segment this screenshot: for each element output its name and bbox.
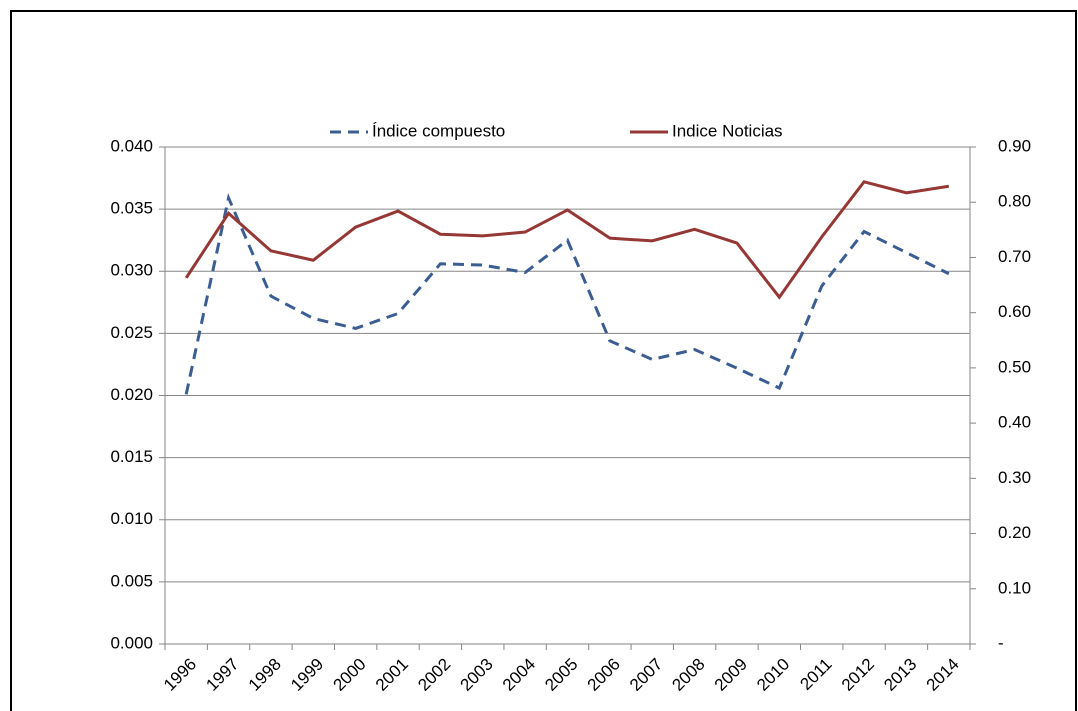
y2-tick-label: -: [998, 633, 1004, 652]
legend-label: Índice compuesto: [372, 121, 505, 140]
y-tick-label: 0.040: [110, 136, 153, 155]
x-tick-label: 1999: [287, 655, 327, 695]
x-tick-label: 1997: [202, 655, 242, 695]
x-tick-label: 2011: [796, 655, 835, 694]
y2-tick-label: 0.50: [998, 357, 1031, 376]
x-tick-label: 1996: [160, 655, 200, 695]
y2-tick-label: 0.80: [998, 192, 1031, 211]
series-line: [184, 180, 950, 300]
x-tick-label: 2001: [372, 655, 412, 695]
x-tick-label: 2014: [923, 655, 963, 695]
y2-tick-label: 0.30: [998, 468, 1031, 487]
legend-label: Indice Noticias: [672, 121, 783, 140]
x-tick-label: 2013: [880, 655, 920, 695]
y-tick-label: 0.025: [110, 323, 153, 342]
y-tick-label: 0.005: [110, 571, 153, 590]
x-tick-label: 2007: [626, 655, 666, 695]
x-tick-label: 2010: [753, 655, 793, 695]
x-tick-label: 1998: [245, 655, 285, 695]
x-tick-label: 2000: [329, 655, 369, 695]
chart-frame: [10, 10, 1077, 711]
y2-tick-label: 0.40: [998, 413, 1031, 432]
x-tick-label: 2009: [711, 655, 751, 695]
x-tick-label: 2002: [414, 655, 454, 695]
y2-tick-label: 0.70: [998, 247, 1031, 266]
y-tick-label: 0.030: [110, 261, 153, 280]
y-tick-label: 0.015: [110, 447, 153, 466]
y2-tick-label: 0.20: [998, 523, 1031, 542]
x-tick-label: 2008: [668, 655, 708, 695]
x-tick-label: 2004: [499, 655, 539, 695]
y-tick-label: 0.020: [110, 385, 153, 404]
y-tick-label: 0.000: [110, 633, 153, 652]
x-tick-label: 2003: [457, 655, 497, 695]
x-tick-label: 2006: [584, 655, 624, 695]
y2-tick-label: 0.60: [998, 302, 1031, 321]
y2-tick-label: 0.90: [998, 136, 1031, 155]
y-tick-label: 0.035: [110, 199, 153, 218]
x-tick-label: 2012: [838, 655, 878, 695]
y-tick-label: 0.010: [110, 509, 153, 528]
y2-tick-label: 0.10: [998, 578, 1031, 597]
series-line: [184, 193, 950, 395]
x-tick-label: 2005: [541, 655, 581, 695]
